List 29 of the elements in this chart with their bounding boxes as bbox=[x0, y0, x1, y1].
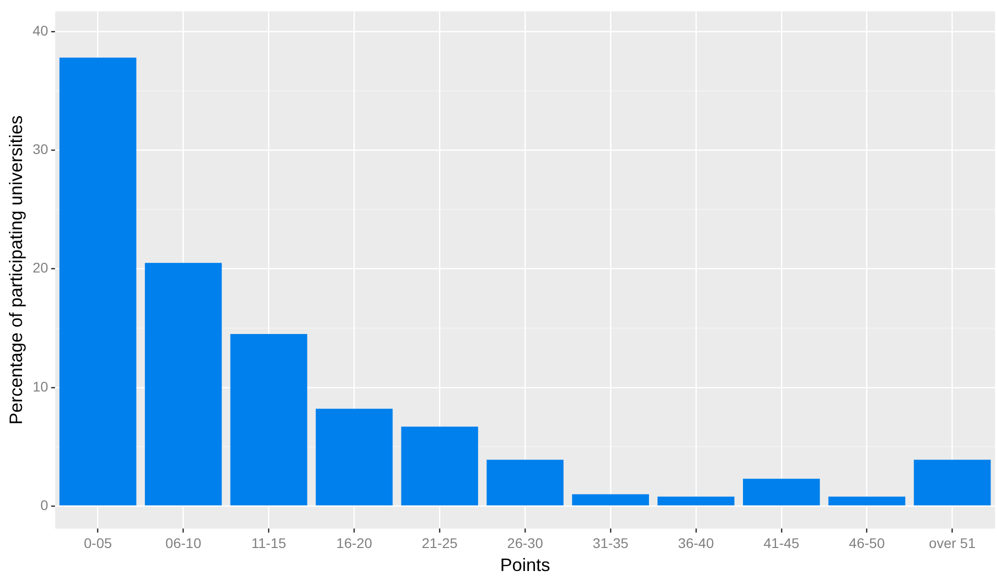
x-tick-label: 11-15 bbox=[251, 534, 286, 551]
x-tick-label: 16-20 bbox=[336, 534, 372, 551]
bar bbox=[230, 334, 308, 506]
y-tick-label: 10 bbox=[32, 378, 48, 394]
bar bbox=[486, 460, 564, 506]
x-tick-label: 21-25 bbox=[422, 534, 458, 551]
x-tick-label: 06-10 bbox=[165, 534, 202, 551]
x-tick-label: over 51 bbox=[928, 534, 976, 551]
y-axis-title: Percentage of participating universities bbox=[6, 115, 26, 425]
x-axis-title: Points bbox=[500, 555, 550, 576]
bar bbox=[572, 494, 649, 506]
bar bbox=[144, 262, 222, 506]
x-tick-label: 31-35 bbox=[592, 534, 629, 551]
x-tick-label: 41-45 bbox=[763, 534, 800, 551]
bar bbox=[742, 478, 820, 506]
x-tick-label: 26-30 bbox=[507, 534, 544, 551]
x-tick-label: 0-05 bbox=[84, 534, 112, 551]
bar bbox=[914, 460, 991, 506]
bar bbox=[59, 58, 136, 506]
y-tick-label: 30 bbox=[32, 141, 48, 158]
bar bbox=[316, 408, 393, 506]
bar bbox=[828, 496, 906, 506]
x-tick-label: 36-40 bbox=[678, 534, 714, 551]
bar bbox=[658, 496, 734, 506]
x-tick-label: 46-50 bbox=[848, 534, 885, 551]
y-tick-label: 40 bbox=[32, 22, 48, 38]
y-tick-label: 0 bbox=[40, 496, 48, 513]
y-tick-label: 20 bbox=[32, 260, 48, 276]
bar bbox=[401, 426, 478, 506]
